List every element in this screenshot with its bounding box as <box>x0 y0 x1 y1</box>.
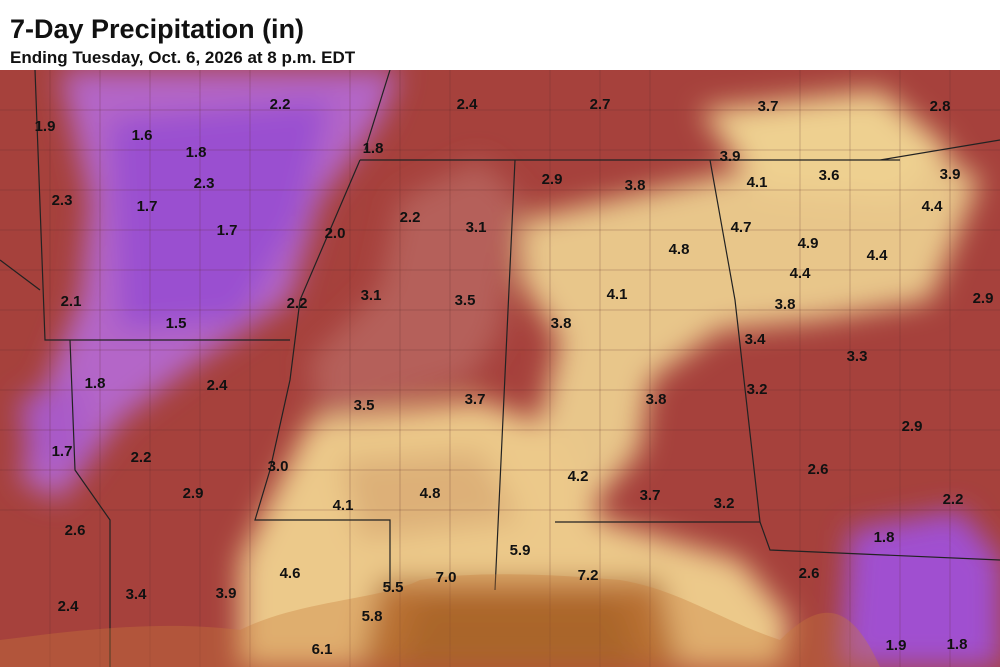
rain-label: 1.8 <box>363 140 384 157</box>
subtitle: Ending Tuesday, Oct. 6, 2026 at 8 p.m. E… <box>10 48 356 67</box>
rain-label: 5.8 <box>362 608 383 625</box>
rain-label: 3.8 <box>646 391 667 408</box>
rain-label: 3.1 <box>466 219 487 236</box>
rain-label: 2.2 <box>131 449 152 466</box>
title: 7-Day Precipitation (in) <box>10 14 304 44</box>
rain-label: 4.1 <box>607 286 628 303</box>
rain-label: 2.0 <box>325 225 346 242</box>
rain-label: 1.8 <box>85 375 106 392</box>
rain-label: 2.3 <box>194 175 215 192</box>
rain-labels: 1.9 1.6 2.2 2.4 2.7 3.7 2.8 1.8 1.8 3.9 3.9 2.3 2.3 2… <box>35 96 994 658</box>
rain-label: 2.4 <box>58 598 80 615</box>
rain-label: 1.9 <box>886 637 907 654</box>
rain-label: 2.6 <box>808 461 829 478</box>
rain-label: 2.2 <box>943 491 964 508</box>
rain-label: 5.9 <box>510 542 531 559</box>
rain-label: 3.9 <box>216 585 237 602</box>
rain-label: 4.1 <box>333 497 354 514</box>
rain-label: 3.9 <box>940 166 961 183</box>
rain-label: 1.5 <box>166 315 187 332</box>
rain-label: 2.4 <box>207 377 229 394</box>
rain-label: 2.2 <box>270 96 291 113</box>
rain-label: 7.0 <box>436 569 457 586</box>
rain-label: 3.8 <box>775 296 796 313</box>
rain-label: 5.5 <box>383 579 404 596</box>
rain-label: 2.2 <box>287 295 308 312</box>
rain-label: 1.8 <box>186 144 207 161</box>
rain-label: 3.5 <box>455 292 476 309</box>
rain-label: 3.8 <box>551 315 572 332</box>
rain-label: 3.4 <box>126 586 148 603</box>
rain-label: 2.1 <box>61 293 82 310</box>
rain-label: 4.8 <box>420 485 441 502</box>
rain-label: 2.6 <box>65 522 86 539</box>
rain-label: 3.3 <box>847 348 868 365</box>
rain-label: 4.6 <box>280 565 301 582</box>
rain-label: 7.2 <box>578 567 599 584</box>
rain-label: 6.1 <box>312 641 333 658</box>
rain-label: 4.8 <box>669 241 690 258</box>
rain-label: 3.8 <box>625 177 646 194</box>
rain-label: 3.2 <box>747 381 768 398</box>
rain-label: 3.7 <box>640 487 661 504</box>
map <box>0 70 1000 667</box>
rain-label: 2.9 <box>973 290 994 307</box>
rain-label: 1.7 <box>217 222 238 239</box>
rain-label: 4.1 <box>747 174 768 191</box>
rain-label: 3.0 <box>268 458 289 475</box>
rain-label: 3.2 <box>714 495 735 512</box>
rain-label: 4.4 <box>922 198 944 215</box>
rain-label: 4.2 <box>568 468 589 485</box>
rain-label: 2.8 <box>930 98 951 115</box>
rain-label: 2.2 <box>400 209 421 226</box>
rain-label: 1.8 <box>947 636 968 653</box>
rain-label: 2.9 <box>183 485 204 502</box>
rain-label: 3.5 <box>354 397 375 414</box>
rain-label: 1.7 <box>137 198 158 215</box>
rain-label: 3.1 <box>361 287 382 304</box>
rain-label: 4.7 <box>731 219 752 236</box>
rain-label: 2.7 <box>590 96 611 113</box>
rain-label: 1.7 <box>52 443 73 460</box>
rain-label: 1.8 <box>874 529 895 546</box>
rain-label: 2.6 <box>799 565 820 582</box>
rain-label: 4.4 <box>790 265 812 282</box>
rain-label: 2.9 <box>902 418 923 435</box>
rain-label: 4.4 <box>867 247 889 264</box>
rain-label: 3.7 <box>758 98 779 115</box>
rain-label: 3.9 <box>720 148 741 165</box>
rain-label: 2.3 <box>52 192 73 209</box>
rain-label: 4.9 <box>798 235 819 252</box>
rain-label: 2.9 <box>542 171 563 188</box>
rain-label: 3.6 <box>819 167 840 184</box>
rain-label: 1.6 <box>132 127 153 144</box>
rain-label: 2.4 <box>457 96 479 113</box>
rain-label: 3.7 <box>465 391 486 408</box>
rain-label: 1.9 <box>35 118 56 135</box>
rain-label: 3.4 <box>745 331 767 348</box>
